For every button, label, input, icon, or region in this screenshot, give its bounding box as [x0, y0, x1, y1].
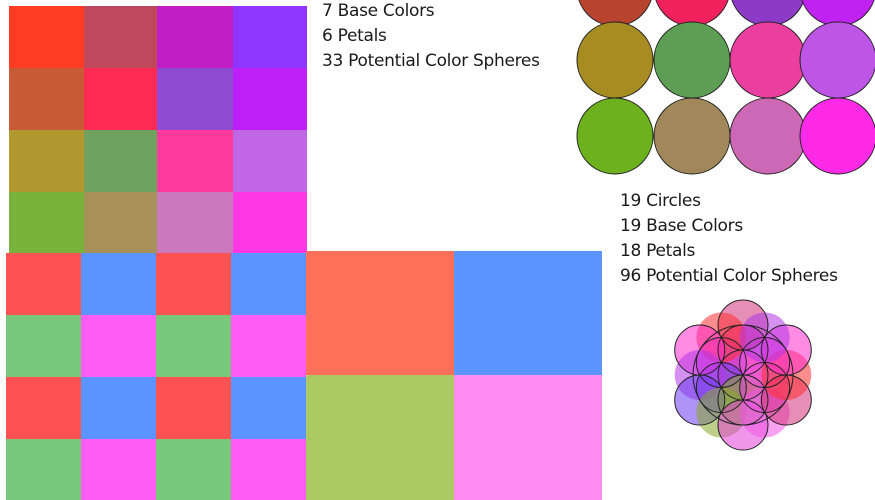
top-grid-cell: [233, 192, 307, 254]
pattern-cell: [231, 377, 306, 439]
quadrant-cell: [454, 251, 602, 375]
top-grid-cell: [84, 192, 157, 254]
right-stat-potential-spheres: 96 Potential Color Spheres: [620, 266, 838, 286]
color-circle: [729, 21, 807, 99]
right-stat-base-colors: 19 Base Colors: [620, 216, 743, 236]
quadrant-cell: [306, 251, 454, 375]
pattern-cell: [81, 439, 156, 500]
bottom-left-pattern-grid: [6, 253, 306, 500]
pattern-cell: [81, 253, 156, 315]
flower-outer-ring: [692, 324, 794, 426]
color-circle: [653, 21, 731, 99]
top-grid-cell: [157, 192, 233, 254]
top-grid-cell: [233, 130, 307, 192]
color-circle: [653, 97, 731, 175]
color-circle: [799, 21, 875, 99]
color-circle-grid: [576, 0, 875, 175]
top-grid-cell: [233, 68, 307, 130]
top-color-grid: [9, 6, 307, 254]
top-stat-petals: 6 Petals: [322, 26, 387, 46]
top-grid-cell: [84, 6, 157, 68]
flower-outline-circle: [717, 299, 769, 351]
top-stat-base-colors: 7 Base Colors: [322, 1, 435, 21]
top-grid-cell: [157, 6, 233, 68]
top-grid-cell: [9, 130, 84, 192]
color-circle: [576, 21, 654, 99]
flower-outline-circle: [760, 324, 812, 376]
pattern-cell: [156, 315, 231, 377]
flower-of-life-sphere: [674, 299, 812, 451]
color-circle: [729, 97, 807, 175]
pattern-cell: [231, 439, 306, 500]
pattern-cell: [231, 315, 306, 377]
right-stat-circles: 19 Circles: [620, 191, 701, 211]
color-circle: [576, 97, 654, 175]
flower-outline-circle: [674, 374, 726, 426]
right-stats-text: 19 Circles 19 Base Colors 18 Petals 96 P…: [620, 189, 838, 289]
top-grid-cell: [157, 68, 233, 130]
top-grid-cell: [157, 130, 233, 192]
top-grid-cell: [84, 68, 157, 130]
top-grid-cell: [9, 68, 84, 130]
pattern-cell: [6, 315, 81, 377]
pattern-cell: [156, 439, 231, 500]
top-grid-cell: [9, 192, 84, 254]
color-circle: [799, 97, 875, 175]
quadrant-cell: [454, 375, 602, 500]
pattern-cell: [156, 377, 231, 439]
pattern-cell: [81, 315, 156, 377]
pattern-cell: [81, 377, 156, 439]
top-stat-potential-spheres: 33 Potential Color Spheres: [322, 51, 540, 71]
pattern-cell: [231, 253, 306, 315]
big-quadrant-grid: [306, 251, 602, 500]
pattern-cell: [6, 439, 81, 500]
pattern-cell: [6, 253, 81, 315]
right-stat-petals: 18 Petals: [620, 241, 696, 261]
top-grid-cell: [9, 6, 84, 68]
top-stats-text: 7 Base Colors 6 Petals 33 Potential Colo…: [322, 0, 540, 74]
pattern-cell: [6, 377, 81, 439]
quadrant-cell: [306, 375, 454, 500]
flower-outline-circle: [717, 399, 769, 451]
pattern-cell: [156, 253, 231, 315]
top-grid-cell: [233, 6, 307, 68]
top-grid-cell: [84, 130, 157, 192]
